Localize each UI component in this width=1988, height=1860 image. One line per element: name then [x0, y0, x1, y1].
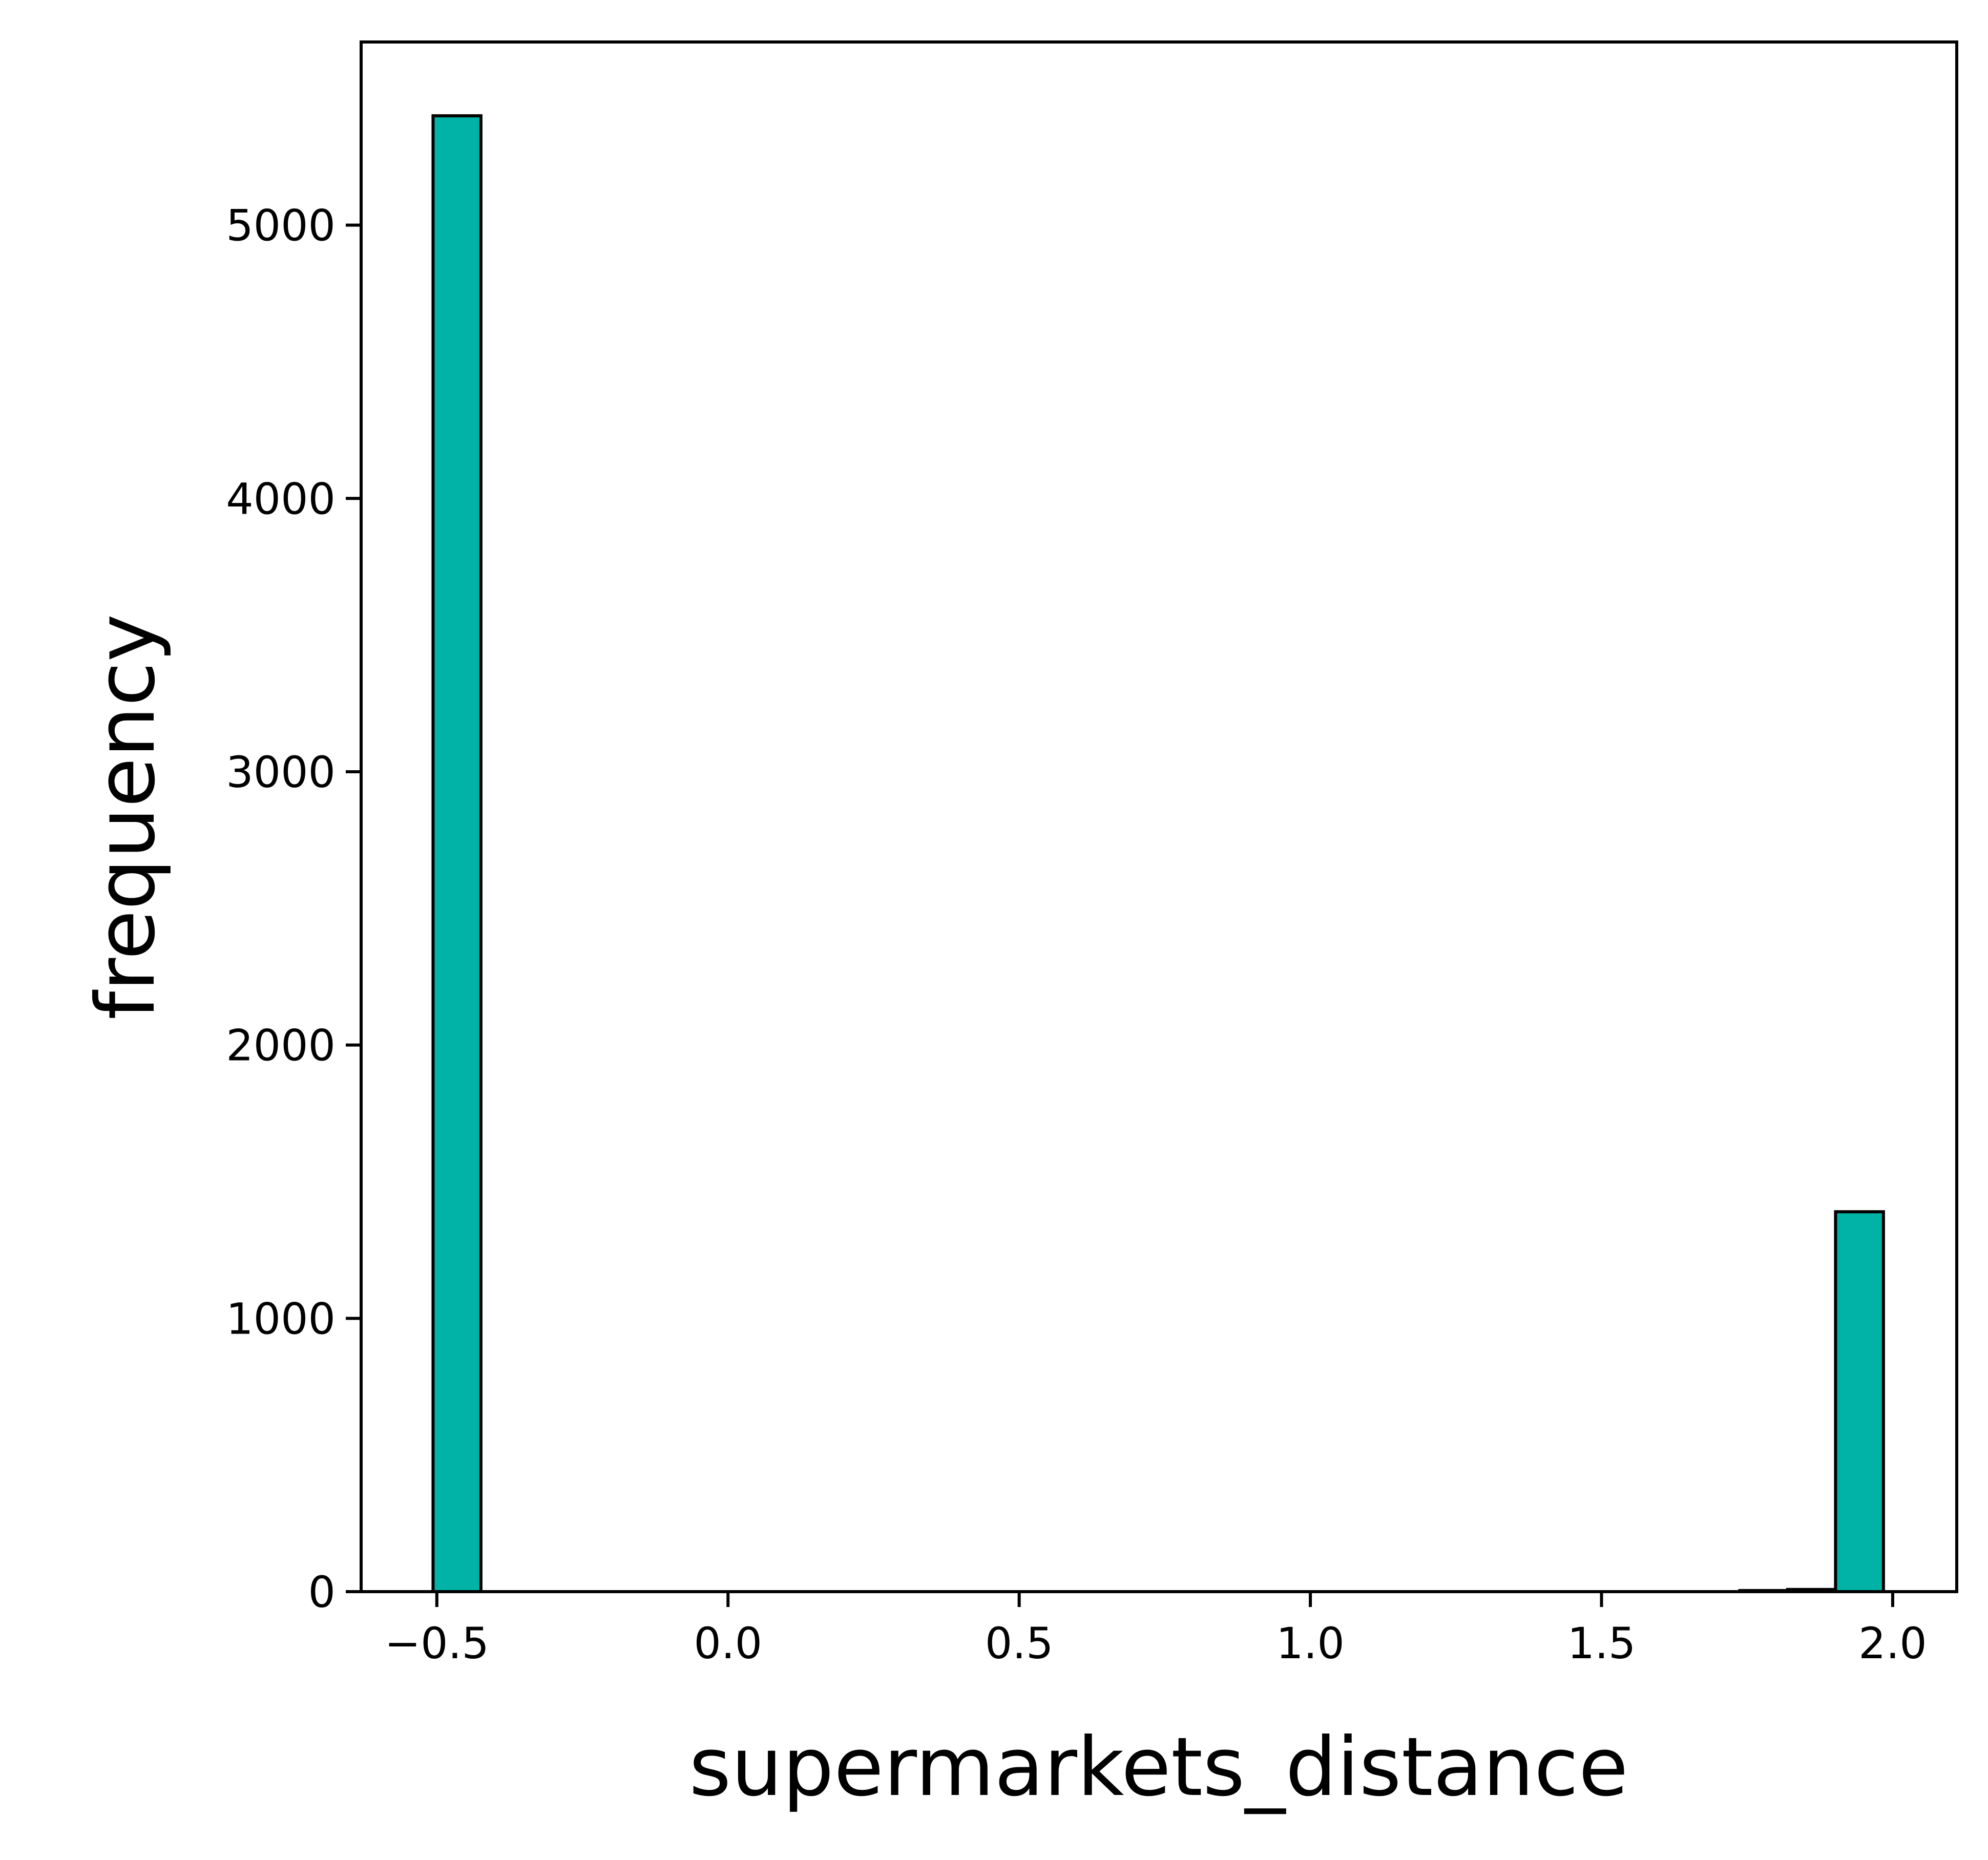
histogram-bar-0	[431, 114, 483, 1594]
y-tick-label-1: 1000	[226, 1294, 336, 1344]
x-axis-ticks: −0.5 0.0 0.5 1.0 1.5 2.0	[385, 1592, 1927, 1668]
x-tick-label-2: 0.5	[985, 1618, 1054, 1668]
histogram-bars	[431, 114, 1885, 1594]
y-tick-label-2: 2000	[226, 1021, 336, 1071]
y-axis-ticks: 0 1000 2000 3000 4000 5000	[226, 201, 361, 1617]
x-tick-label-3: 1.0	[1276, 1618, 1345, 1668]
x-tick-label-5: 2.0	[1858, 1618, 1927, 1668]
y-tick-label-0: 0	[308, 1567, 336, 1617]
histogram-bar-3	[1834, 1210, 1885, 1593]
y-tick-label-4: 4000	[226, 474, 336, 524]
x-tick-label-1: 0.0	[694, 1618, 762, 1668]
plot-frame	[360, 40, 1958, 1593]
y-tick-label-5: 5000	[226, 201, 336, 251]
y-axis-label: frequency	[79, 614, 173, 1020]
y-tick-label-3: 3000	[226, 747, 336, 797]
x-tick-label-4: 1.5	[1567, 1618, 1636, 1668]
x-tick-label-0: −0.5	[385, 1618, 489, 1668]
x-axis-label: supermarkets_distance	[689, 1720, 1628, 1814]
